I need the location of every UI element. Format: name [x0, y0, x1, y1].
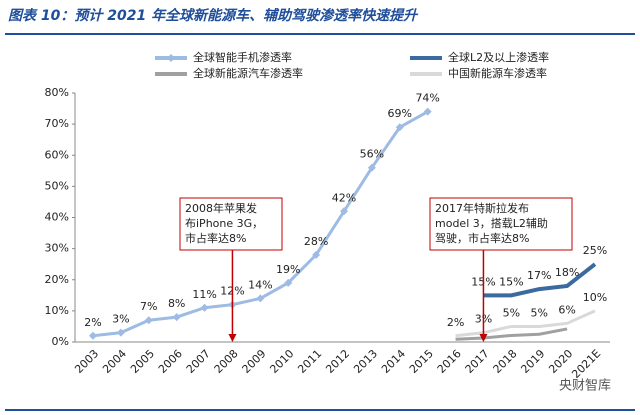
- data-label: 18%: [555, 266, 579, 279]
- data-label: 42%: [332, 191, 356, 204]
- point-marker: [144, 316, 153, 325]
- point-marker: [256, 294, 265, 303]
- x-tick-label: 2010: [267, 347, 296, 376]
- point-marker: [367, 163, 376, 172]
- data-label: 28%: [304, 235, 328, 248]
- y-tick-label: 60%: [45, 148, 69, 161]
- x-tick-label: 2015: [407, 347, 436, 376]
- data-label: 5%: [503, 306, 520, 319]
- series-line: [483, 262, 597, 298]
- annotation-text: model 3，搭载L2辅助: [435, 216, 548, 230]
- legend-marker: [167, 54, 175, 62]
- y-tick-label: 50%: [45, 179, 69, 192]
- x-tick-label: 2007: [184, 347, 213, 376]
- watermark: 央财智库: [559, 378, 611, 394]
- x-tick-label: 2017: [463, 347, 492, 376]
- x-tick-label: 2013: [351, 347, 380, 376]
- point-marker: [395, 123, 404, 132]
- point-marker: [312, 250, 321, 259]
- annotation-box: [429, 197, 573, 251]
- data-label: 74%: [415, 92, 439, 105]
- x-tick-label: 2021E: [569, 347, 603, 381]
- point-marker: [172, 313, 181, 322]
- point-marker: [89, 331, 97, 340]
- annotation-arrowhead: [479, 334, 488, 342]
- annotation-text: 2017年特斯拉发布: [435, 201, 529, 215]
- point-marker: [340, 207, 348, 216]
- data-label: 56%: [360, 148, 384, 161]
- x-tick-label: 2005: [128, 347, 157, 376]
- x-tick-label: 2012: [323, 347, 352, 376]
- legend-label: 中国新能源车渗透率: [448, 66, 547, 80]
- series-line: [455, 309, 596, 338]
- data-label: 6%: [558, 303, 575, 316]
- x-tick-label: 2003: [72, 347, 101, 376]
- series-line: [455, 327, 568, 341]
- x-tick-label: 2019: [518, 347, 547, 376]
- x-tick-label: 2011: [295, 347, 324, 376]
- data-label: 69%: [388, 107, 412, 120]
- point-marker: [116, 328, 125, 337]
- y-tick-label: 0%: [52, 335, 69, 348]
- y-tick-label: 80%: [45, 86, 69, 99]
- y-tick-label: 20%: [45, 273, 69, 286]
- point-marker: [423, 107, 432, 116]
- data-label: 25%: [583, 244, 607, 257]
- chart-title: 图表 10：预计 2021 年全球新能源车、辅助驾驶渗透率快速提升: [8, 7, 419, 24]
- data-label: 11%: [192, 288, 216, 301]
- x-tick-label: 2018: [491, 347, 520, 376]
- data-label: 2%: [84, 316, 101, 329]
- y-tick-label: 30%: [45, 242, 69, 255]
- y-tick-label: 10%: [45, 304, 69, 317]
- annotation-text: 布iPhone 3G，: [185, 217, 263, 230]
- data-label: 10%: [583, 291, 607, 304]
- annotation-box: [179, 197, 283, 251]
- x-tick-label: 2006: [156, 347, 185, 376]
- data-label: 8%: [168, 297, 185, 310]
- x-tick-label: 2014: [379, 347, 408, 376]
- data-label: 15%: [499, 275, 523, 288]
- data-label: 14%: [248, 278, 272, 291]
- data-label: 19%: [276, 263, 300, 276]
- data-label: 17%: [527, 269, 551, 282]
- legend-label: 全球新能源汽车渗透率: [193, 66, 303, 80]
- x-tick-label: 2009: [240, 347, 269, 376]
- annotation-text: 驾驶，市占率达8%: [435, 231, 529, 245]
- point-marker: [200, 303, 209, 312]
- legend-label: 全球智能手机渗透率: [193, 50, 292, 64]
- x-tick-label: 2008: [212, 347, 241, 376]
- legend-label: 全球L2及以上渗透率: [448, 50, 549, 64]
- data-label: 7%: [140, 300, 157, 313]
- y-tick-label: 70%: [45, 117, 69, 130]
- data-label: 2%: [447, 316, 464, 329]
- point-marker: [284, 278, 293, 287]
- x-tick-label: 2004: [100, 347, 129, 376]
- data-label: 3%: [112, 313, 129, 326]
- data-label: 5%: [530, 306, 547, 319]
- annotation-arrowhead: [228, 334, 237, 342]
- annotation-text: 2008年苹果发: [185, 201, 257, 215]
- y-tick-label: 40%: [45, 211, 69, 224]
- x-tick-label: 2016: [435, 347, 464, 376]
- annotation-text: 市占率达8%: [185, 231, 246, 245]
